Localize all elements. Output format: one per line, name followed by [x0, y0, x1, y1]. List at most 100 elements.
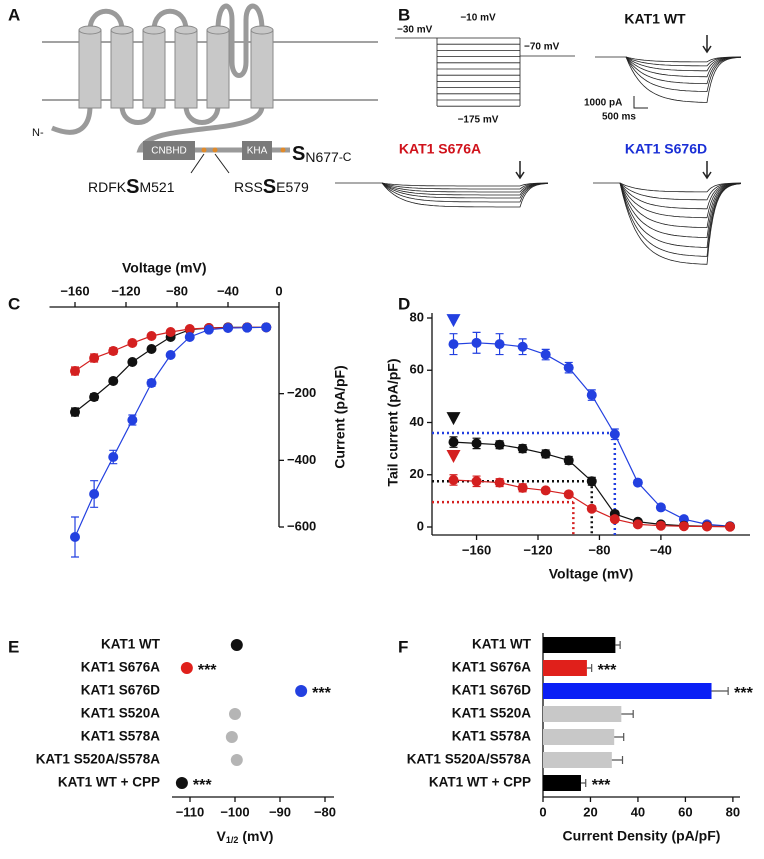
data-point [165, 350, 176, 360]
connector [190, 153, 205, 174]
helix [174, 29, 198, 109]
x-tick-label: −80 [166, 283, 188, 298]
data-point [146, 344, 157, 354]
topology-diagram [42, 3, 378, 174]
y-tick-label: −400 [287, 452, 316, 467]
significance: *** [734, 685, 753, 702]
site-label: SN677-C [292, 143, 352, 165]
scale-bar [633, 96, 648, 109]
category-label: KAT1 S520A [452, 706, 532, 721]
data-point [448, 474, 459, 485]
x-tick-label: −80 [588, 542, 610, 557]
error-bar [586, 664, 593, 672]
data-point [70, 366, 80, 376]
y-tick-label: 0 [417, 518, 424, 533]
arrow [702, 35, 712, 54]
data-point [540, 349, 551, 360]
trace [381, 182, 549, 199]
bar [543, 660, 587, 676]
data-point [471, 476, 482, 487]
helices [78, 25, 274, 109]
data-point [494, 339, 505, 350]
data-point [229, 708, 241, 720]
data-point [655, 520, 666, 531]
significance: *** [193, 777, 212, 794]
panel-letter: C [8, 294, 20, 313]
series-line [453, 342, 731, 527]
helix [110, 29, 134, 109]
site-label: RDFKSM521 [88, 176, 175, 198]
data-point [242, 322, 253, 333]
data-point [632, 477, 643, 488]
x-tick-label: −120 [523, 542, 552, 557]
site-part: M521 [139, 179, 174, 195]
data-point [295, 685, 308, 697]
helix-cap [250, 25, 274, 35]
significance: *** [592, 777, 611, 794]
x-tick-label: −80 [314, 804, 336, 819]
data-point [494, 439, 505, 450]
panel-letter: E [8, 637, 19, 656]
x-tick-label: 80 [726, 804, 740, 819]
trace-title: KAT1 S676D [625, 141, 707, 157]
site-dot [212, 147, 218, 153]
trace [381, 182, 549, 203]
data-point [517, 443, 528, 454]
category-label: KAT1 WT + CPP [58, 775, 160, 790]
data-point [725, 521, 736, 532]
data-point [563, 455, 574, 466]
bar [543, 752, 612, 768]
data-point [563, 489, 574, 500]
error-bar [711, 687, 729, 695]
data-point [563, 362, 574, 373]
trace [619, 182, 742, 210]
trace [619, 182, 741, 193]
site-dot [201, 147, 207, 153]
category-label: KAT1 WT [472, 637, 532, 652]
data-point [89, 353, 100, 363]
data-point [89, 392, 100, 402]
x-tick-label: −40 [217, 283, 239, 298]
data-point [448, 339, 459, 350]
loop [51, 3, 290, 153]
y-tick-label: 40 [410, 414, 424, 429]
site-label: RSSSE579 [234, 176, 309, 198]
data-point [127, 338, 138, 348]
n-terminus: N- [32, 127, 44, 139]
error-bar [615, 641, 621, 649]
site-part: RDFK [88, 179, 127, 195]
data-point [517, 341, 528, 352]
trace [625, 56, 742, 93]
x-tick-label: −160 [462, 542, 491, 557]
trace-title: KAT1 WT [624, 11, 686, 27]
bar [543, 775, 581, 791]
data-point [540, 485, 551, 496]
data-point [586, 390, 597, 401]
phospho-sites [201, 147, 286, 153]
category-label: KAT1 S520A/S578A [36, 752, 161, 767]
x-tick-label: −120 [111, 283, 140, 298]
trace [625, 56, 741, 78]
bar [543, 706, 622, 722]
label-main: V [217, 828, 227, 844]
data-point [70, 407, 80, 417]
data-point [678, 521, 689, 532]
domain-label: CNBHD [151, 146, 187, 157]
y-tick-label: 80 [410, 309, 424, 324]
x-tick-label: −160 [60, 283, 89, 298]
data-point [632, 519, 643, 530]
data-point [230, 639, 243, 651]
y-tick-label: −600 [287, 518, 316, 533]
significance: *** [198, 662, 217, 679]
x-tick-label: −40 [650, 542, 672, 557]
category-label: KAT1 S676D [81, 683, 161, 698]
site-dot [280, 147, 286, 153]
category-label: KAT1 WT [101, 637, 161, 652]
current-traces [335, 35, 742, 265]
peak-marker [446, 412, 461, 426]
helix-cap [78, 25, 102, 35]
data-point [230, 754, 243, 766]
x-tick-label: 40 [631, 804, 645, 819]
trace [381, 182, 549, 196]
